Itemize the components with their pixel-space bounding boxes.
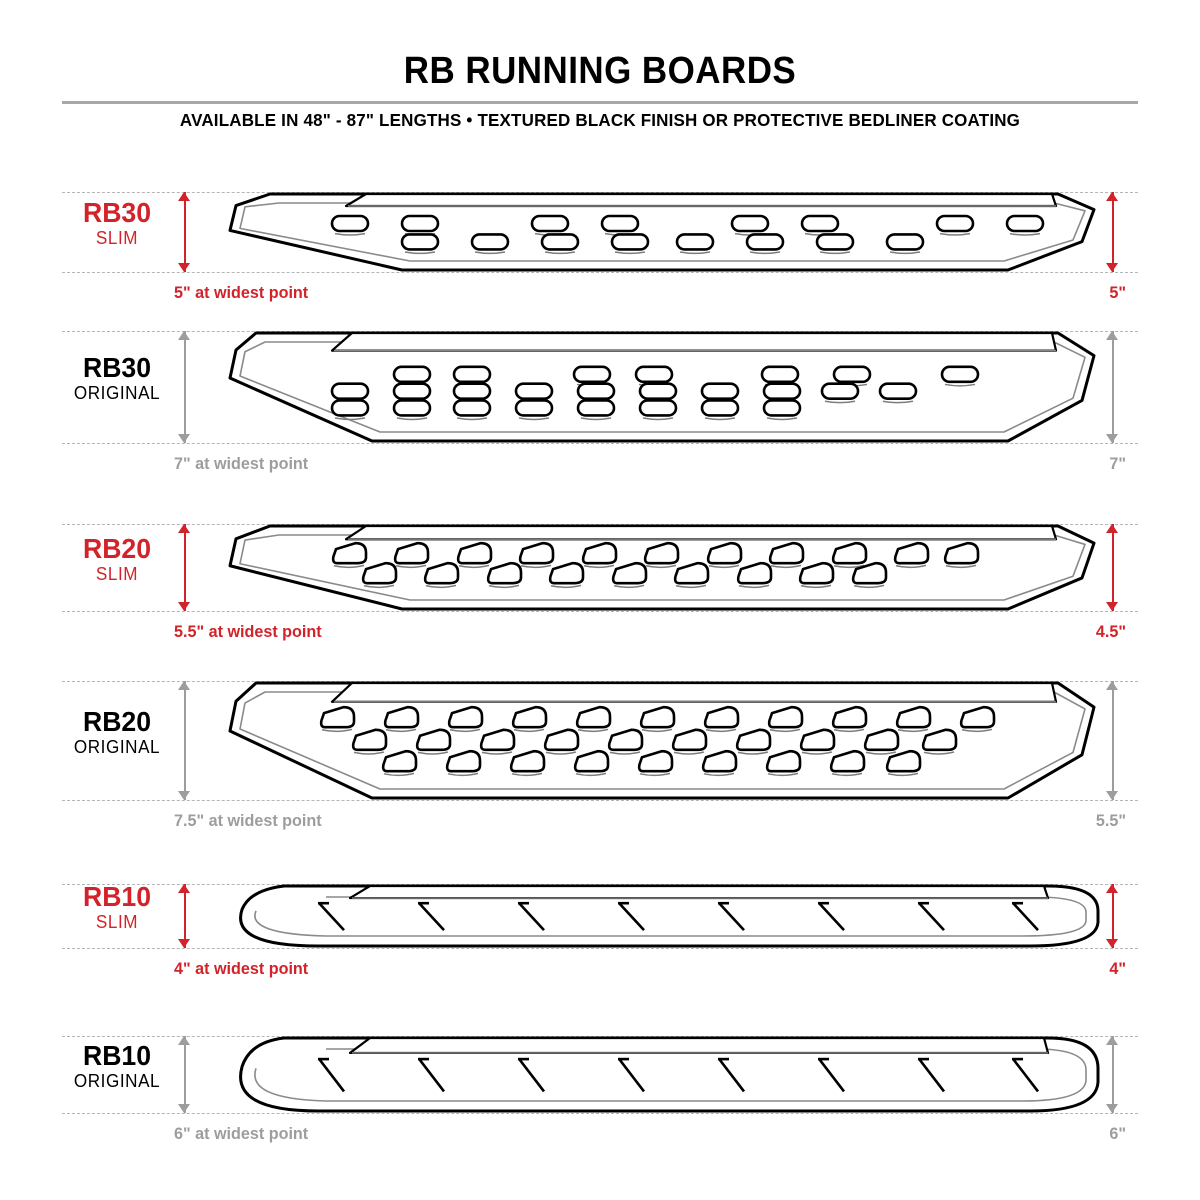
guide-line-bottom xyxy=(62,1113,1138,1114)
running-board-illustration xyxy=(222,524,1100,611)
product-label: RB10 SLIM xyxy=(62,882,172,934)
dimension-arrow-left xyxy=(178,524,191,611)
width-caption-right: 4.5" xyxy=(1095,622,1126,641)
step-pads xyxy=(319,705,996,777)
dimension-arrow-left xyxy=(178,331,191,443)
header-divider xyxy=(62,101,1138,104)
header: RB RUNNING BOARDS AVAILABLE IN 48" - 87"… xyxy=(0,0,1200,130)
width-caption-right: 5.5" xyxy=(1095,811,1126,830)
board-outline xyxy=(239,884,1100,948)
product-variant: SLIM xyxy=(95,563,139,584)
product-model: RB20 xyxy=(82,532,152,564)
product-model: RB30 xyxy=(82,352,152,383)
dimension-arrow-right xyxy=(1106,1036,1119,1113)
product-label: RB30 SLIM xyxy=(62,198,172,250)
guide-line-bottom xyxy=(62,948,1138,949)
product-model: RB30 xyxy=(82,197,152,228)
width-caption-left: 4" at widest point xyxy=(174,959,309,978)
product-label: RB10 ORIGINAL xyxy=(62,1039,172,1093)
header-subtitle: AVAILABLE IN 48" - 87" LENGTHS • TEXTURE… xyxy=(179,110,1021,130)
product-model: RB10 xyxy=(82,1039,152,1071)
dimension-arrow-right xyxy=(1106,524,1119,611)
dimension-arrow-right xyxy=(1106,681,1119,800)
dimension-arrow-left xyxy=(178,681,191,800)
width-caption-left: 7.5" at widest point xyxy=(174,811,322,830)
width-caption-right: 4" xyxy=(1109,959,1126,978)
width-caption-right: 7" xyxy=(1109,454,1126,473)
guide-line-bottom xyxy=(62,443,1138,444)
width-caption-left: 5.5" at widest point xyxy=(174,622,322,641)
running-board-illustration xyxy=(222,1036,1100,1113)
dimension-arrow-left xyxy=(178,1036,191,1113)
product-model: RB10 xyxy=(82,881,152,912)
product-variant: SLIM xyxy=(95,912,139,933)
product-variant: ORIGINAL xyxy=(73,736,161,757)
product-label: RB20 SLIM xyxy=(62,532,172,586)
step-pads xyxy=(318,901,1039,931)
width-caption-right: 5" xyxy=(1109,283,1126,302)
product-label: RB20 ORIGINAL xyxy=(62,705,172,759)
step-pads xyxy=(330,214,1045,255)
running-board-illustration xyxy=(222,681,1100,800)
step-pads xyxy=(318,1057,1040,1093)
dimension-arrow-left xyxy=(178,192,191,272)
product-variant: SLIM xyxy=(95,228,139,249)
board-outline xyxy=(228,681,1096,800)
page-title: RB RUNNING BOARDS xyxy=(403,50,797,92)
board-outline xyxy=(228,192,1096,272)
running-board-illustration xyxy=(222,331,1100,443)
dimension-arrow-left xyxy=(178,884,191,948)
step-pads xyxy=(331,541,980,589)
dimension-arrow-right xyxy=(1106,331,1119,443)
product-variant: ORIGINAL xyxy=(73,383,161,404)
width-caption-left: 7" at widest point xyxy=(174,454,309,473)
dimension-arrow-right xyxy=(1106,192,1119,272)
width-caption-left: 6" at widest point xyxy=(174,1124,309,1143)
board-outline xyxy=(239,1036,1100,1113)
running-board-illustration xyxy=(222,884,1100,948)
product-label: RB30 ORIGINAL xyxy=(62,353,172,405)
guide-line-bottom xyxy=(62,272,1138,273)
product-variant: ORIGINAL xyxy=(73,1070,161,1091)
running-board-illustration xyxy=(222,192,1100,272)
guide-line-bottom xyxy=(62,800,1138,801)
product-model: RB20 xyxy=(82,705,152,737)
width-caption-left: 5" at widest point xyxy=(174,283,309,302)
width-caption-right: 6" xyxy=(1109,1124,1126,1143)
guide-line-bottom xyxy=(62,611,1138,612)
dimension-arrow-right xyxy=(1106,884,1119,948)
step-pads xyxy=(330,365,980,421)
